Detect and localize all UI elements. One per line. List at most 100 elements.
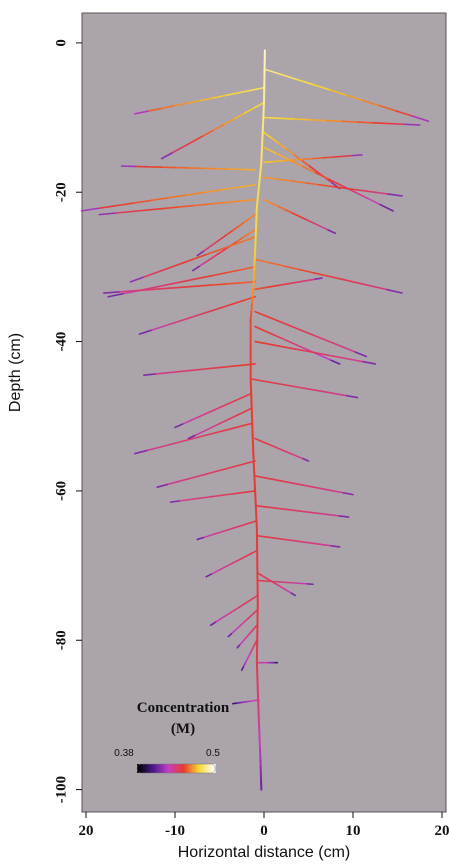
legend-color-swatch <box>195 764 199 773</box>
lateral-root-segment <box>245 490 256 493</box>
x-axis: 20 -10 0 10 20 <box>79 812 449 839</box>
legend-color-swatch <box>203 764 206 773</box>
taproot-segment <box>250 303 253 313</box>
lateral-root-segment <box>220 365 234 369</box>
legend-color-swatch <box>156 764 160 773</box>
lateral-root-segment <box>232 113 245 121</box>
lateral-root-segment <box>287 324 301 331</box>
lateral-root-segment <box>249 378 263 382</box>
lateral-root-segment <box>350 358 365 363</box>
lateral-root <box>236 624 258 649</box>
lateral-root-segment <box>212 124 224 132</box>
lateral-root-segment <box>265 315 279 322</box>
lateral-root-segment <box>200 428 208 434</box>
plot-background <box>81 12 447 813</box>
lateral-root-segment <box>133 288 150 292</box>
lateral-root <box>254 437 310 462</box>
lateral-root-segment <box>309 118 328 122</box>
lateral-root <box>129 236 256 283</box>
lateral-root-segment <box>313 389 327 393</box>
lateral-root-segment <box>254 475 266 479</box>
lateral-root-segment <box>236 222 245 228</box>
legend-color-swatch <box>160 764 163 773</box>
lateral-root-segment <box>176 204 194 208</box>
lateral-root-segment <box>270 137 280 145</box>
lateral-root-segment <box>204 249 219 256</box>
lateral-root <box>143 363 256 376</box>
lateral-root-segment <box>276 319 290 326</box>
lateral-root-segment <box>254 310 268 317</box>
lateral-root-segment <box>353 191 369 199</box>
lateral-root-segment <box>247 597 254 603</box>
lateral-root-segment <box>270 444 278 449</box>
lateral-root-segment <box>282 159 295 162</box>
lateral-root <box>263 146 394 212</box>
lateral-root-segment <box>263 146 278 155</box>
lateral-root-segment <box>187 368 201 372</box>
lateral-root-segment <box>277 205 287 211</box>
lateral-root-segment <box>288 340 299 347</box>
lateral-root-segment <box>285 148 296 156</box>
lateral-root-segment <box>193 284 211 288</box>
lateral-root-segment <box>176 369 190 373</box>
lateral-root-segment <box>254 340 268 345</box>
y-axis-label: Depth (cm) <box>7 333 24 412</box>
lateral-root-segment <box>302 457 310 462</box>
lateral-root-segment <box>219 403 229 409</box>
y-axis: 0 -20 -40 -60 -80 -100 <box>53 39 82 803</box>
lateral-root-segment <box>254 287 263 291</box>
lateral-root-segment <box>254 325 265 332</box>
lateral-root-segment <box>342 278 359 284</box>
lateral-root-segment <box>245 552 253 557</box>
lateral-root-segment <box>201 129 214 138</box>
lateral-root-segment <box>286 451 294 456</box>
lateral-root-segment <box>224 465 237 470</box>
lateral-root-segment <box>208 283 226 286</box>
lateral-root-segment <box>238 603 245 609</box>
root-system <box>80 49 430 791</box>
lateral-root-segment <box>154 372 167 375</box>
lateral-root <box>174 393 252 429</box>
lateral-root <box>256 534 341 548</box>
legend-color-swatch <box>146 764 150 773</box>
lateral-root-segment <box>213 238 222 245</box>
lateral-root-segment <box>331 155 344 158</box>
lateral-root <box>254 310 368 358</box>
lateral-root-segment <box>338 356 353 361</box>
legend-color-swatch <box>181 764 185 773</box>
lateral-root-segment <box>264 442 272 447</box>
lateral-root-segment <box>274 507 286 511</box>
legend-color-swatch <box>144 764 148 773</box>
lateral-root-segment <box>379 203 394 212</box>
legend-color-swatch <box>140 764 144 773</box>
lateral-root-segment <box>181 141 194 149</box>
lateral-root-segment <box>298 215 308 221</box>
lateral-root-segment <box>142 272 157 279</box>
lateral-root-segment <box>289 539 300 543</box>
taproot-segment <box>258 172 262 186</box>
y-tick-label: -60 <box>53 481 69 501</box>
lateral-root-segment <box>224 269 242 274</box>
lateral-root-segment <box>296 78 315 86</box>
x-axis-label: Horizontal distance (cm) <box>178 844 351 861</box>
lateral-root-segment <box>138 329 152 335</box>
lateral-root-segment <box>225 230 233 236</box>
lateral-root-segment <box>226 425 240 431</box>
lateral-root-segment <box>267 285 276 288</box>
lateral-root-segment <box>184 314 199 320</box>
y-tick-label: -80 <box>53 630 69 650</box>
lateral-root-segment <box>314 351 328 356</box>
lateral-root-segment <box>167 194 187 199</box>
lateral-root <box>134 422 252 455</box>
lateral-root-segment <box>237 89 252 94</box>
lateral-root-segment <box>320 512 332 516</box>
legend-color-swatch <box>193 764 197 773</box>
lateral-root-segment <box>192 203 210 207</box>
lateral-root-segment <box>114 210 132 214</box>
y-tick-label: -40 <box>53 332 69 352</box>
lateral-root-segment <box>320 225 329 231</box>
lateral-root-segment <box>168 440 183 446</box>
lateral-root-segment <box>297 540 308 544</box>
lateral-root-segment <box>411 115 430 123</box>
legend-color-swatch <box>197 764 200 773</box>
